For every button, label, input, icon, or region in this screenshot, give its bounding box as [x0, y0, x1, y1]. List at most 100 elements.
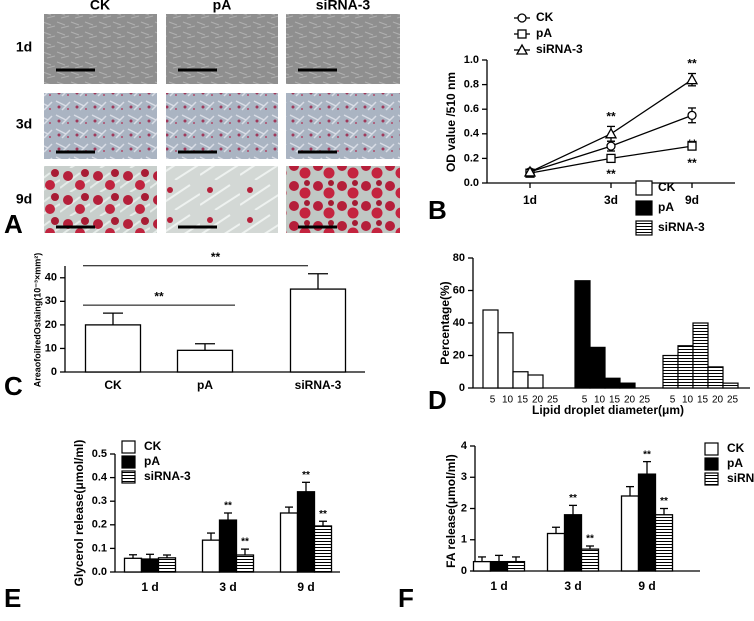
- bar: [574, 280, 591, 389]
- row-header: 3d: [16, 116, 32, 132]
- y-tick-label: 0.3: [92, 495, 107, 507]
- legend-swatch: [121, 455, 136, 469]
- x-tick-label: 10: [502, 395, 514, 406]
- bar: [620, 495, 640, 572]
- significance-label: **: [606, 110, 616, 124]
- panel-label: C: [4, 371, 23, 401]
- bar: [140, 558, 160, 573]
- legend-swatch: [635, 200, 653, 216]
- bar: [580, 548, 600, 572]
- significance-label: **: [660, 496, 668, 507]
- marker: [606, 141, 616, 151]
- micrograph: [44, 14, 157, 84]
- significance-label: **: [687, 156, 697, 170]
- legend-swatch: [121, 470, 136, 484]
- significance-label: **: [154, 289, 164, 303]
- x-tick-label: 25: [547, 395, 559, 406]
- bar: [279, 512, 299, 573]
- legend-label: pA: [658, 200, 674, 214]
- marker: [515, 43, 529, 55]
- legend-swatch: [635, 180, 653, 196]
- y-axis-label: FA release(μmol/ml): [444, 454, 458, 568]
- legend-swatch: [121, 440, 136, 454]
- marker: [606, 153, 616, 164]
- bar: [677, 345, 694, 389]
- bar: [589, 346, 606, 389]
- y-tick-label: 1.0: [464, 54, 479, 66]
- legend-label: CK: [727, 441, 745, 455]
- significance-label: **: [319, 509, 327, 520]
- bar: [692, 322, 709, 389]
- y-tick-label: 10: [45, 342, 57, 354]
- bar: [489, 560, 509, 572]
- y-tick-label: 0: [51, 366, 57, 378]
- y-tick-label: 0.4: [464, 128, 480, 140]
- column-header: siRNA-3: [316, 0, 371, 13]
- x-tick-label: 1 d: [141, 580, 158, 594]
- bar: [654, 514, 674, 572]
- x-tick-label: 20: [712, 395, 724, 406]
- panel-label: D: [428, 385, 447, 415]
- x-tick-label: 1d: [523, 193, 537, 207]
- legend-label: siRNA-3: [144, 469, 191, 483]
- marker: [604, 127, 618, 139]
- panel-label: E: [4, 583, 21, 613]
- bar: [218, 519, 238, 573]
- x-tick-label: siRNA-3: [295, 378, 342, 392]
- significance-label: **: [643, 449, 651, 460]
- marker: [685, 73, 699, 85]
- legend-label: siRNA-3: [536, 42, 583, 56]
- bar: [472, 560, 492, 572]
- y-tick-label: 0.2: [92, 519, 107, 531]
- y-tick-label: 60: [453, 284, 465, 296]
- y-tick-label: 0.6: [464, 103, 479, 115]
- x-tick-label: 15: [609, 395, 621, 406]
- significance-label: **: [687, 57, 697, 71]
- bar: [123, 557, 143, 573]
- legend-swatch: [635, 220, 653, 236]
- row-header: 1d: [16, 39, 32, 55]
- bar: [506, 560, 526, 572]
- significance-label: **: [606, 167, 616, 181]
- y-tick-label: 0.0: [92, 566, 107, 578]
- y-axis-label: AreaofoilredOstaing(10⁻³×mm²): [32, 253, 42, 388]
- x-tick-label: 15: [697, 395, 709, 406]
- x-tick-label: 3 d: [219, 580, 236, 594]
- micrograph: [286, 166, 400, 233]
- y-tick-label: 4: [461, 440, 468, 452]
- panel-label: B: [428, 195, 447, 225]
- y-tick-label: 0.5: [92, 448, 107, 460]
- legend-label: CK: [144, 439, 162, 453]
- bar: [296, 491, 316, 573]
- y-tick-label: 0.1: [92, 542, 107, 554]
- significance-label: **: [241, 537, 249, 548]
- bar: [512, 371, 529, 389]
- x-tick-label: 20: [532, 395, 544, 406]
- micrograph: [44, 166, 157, 233]
- marker: [523, 165, 537, 177]
- x-axis-label: Lipid droplet diameter(μm): [532, 403, 684, 417]
- micrograph: [166, 14, 278, 84]
- x-tick-label: 10: [682, 395, 694, 406]
- legend-label: siRNA-3: [727, 471, 754, 485]
- bar: [707, 366, 724, 389]
- bar: [604, 377, 621, 389]
- x-tick-label: 5: [490, 395, 496, 406]
- legend-swatch: [704, 442, 719, 456]
- y-axis-label: Glycerol release(μmol/ml): [72, 440, 86, 587]
- bar: [313, 525, 333, 573]
- y-tick-label: 0: [461, 565, 467, 577]
- bar: [722, 382, 739, 389]
- bar: [637, 473, 657, 572]
- micrograph: [166, 166, 278, 233]
- bar: [235, 554, 255, 573]
- row-header: 9d: [16, 191, 32, 207]
- y-tick-label: 20: [45, 319, 57, 331]
- y-tick-label: 1: [461, 534, 467, 546]
- x-tick-label: 5: [670, 395, 676, 406]
- legend-label: CK: [536, 10, 554, 24]
- y-tick-label: 0: [459, 382, 465, 394]
- x-tick-label: 5: [582, 395, 588, 406]
- bar: [201, 539, 221, 573]
- x-tick-label: 15: [517, 395, 529, 406]
